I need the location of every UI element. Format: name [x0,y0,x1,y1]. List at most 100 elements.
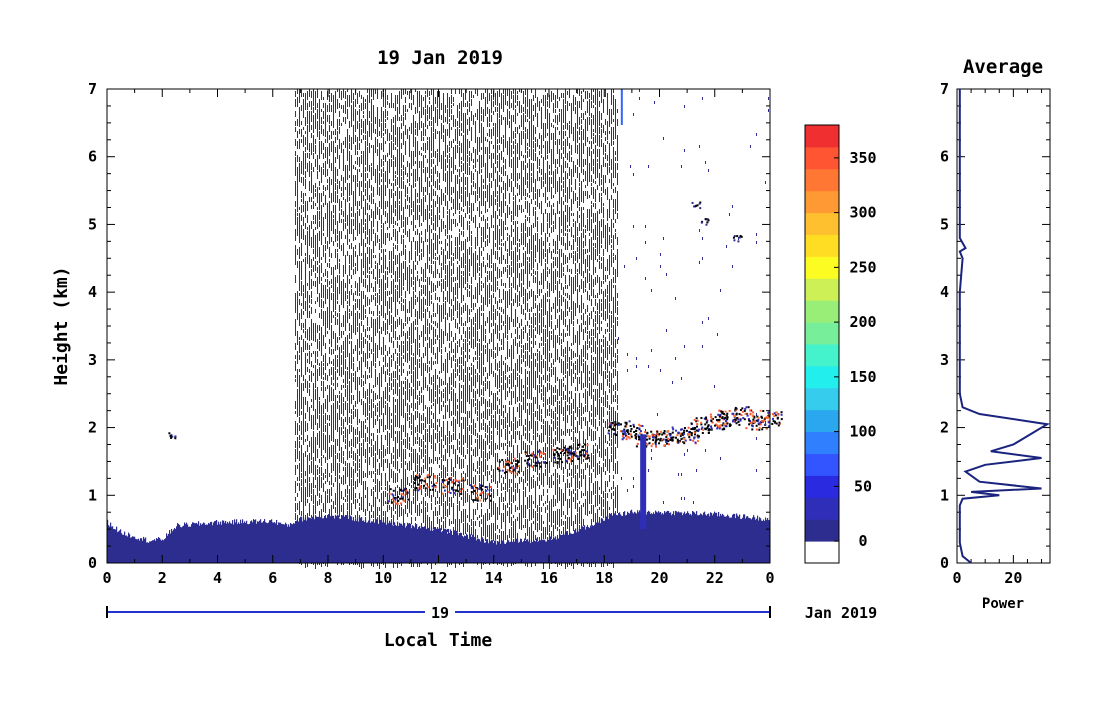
noise-pixel [389,335,390,342]
noise-pixel [347,457,348,460]
noise-pixel [393,413,394,417]
noise-pixel [351,395,352,400]
noise-pixel [417,489,418,494]
noise-pixel [343,293,344,296]
noise-pixel [329,293,330,299]
noise-pixel [395,439,396,446]
noise-pixel [303,405,304,412]
noise-pixel [379,187,380,195]
noise-pixel [317,437,318,445]
noise-pixel [403,381,404,384]
noise-pixel [399,389,400,394]
noise-pixel [371,93,372,96]
noise-pixel [347,295,348,299]
noise-pixel [313,463,314,470]
noise-pixel [379,453,380,459]
noise-pixel [365,451,366,458]
noise-pixel [343,161,344,164]
noise-pixel [371,215,372,218]
noise-pixel [407,91,408,95]
noise-pixel [355,199,356,205]
noise-pixel [391,363,392,367]
noise-pixel [345,107,346,114]
noise-pixel [399,417,400,424]
noise-pixel [319,301,320,307]
noise-pixel [343,245,344,251]
noise-pixel [411,393,412,396]
noise-pixel [345,343,346,349]
noise-pixel [409,385,410,388]
noise-pixel [411,221,412,225]
noise-pixel [299,129,300,134]
noise-pixel [331,163,332,168]
noise-pixel [315,465,316,472]
noise-pixel [413,443,414,446]
noise-pixel [299,89,300,96]
noise-pixel [373,223,374,227]
noise-pixel [323,359,324,362]
noise-pixel [323,409,324,414]
noise-pixel [349,143,350,146]
noise-pixel [413,437,414,444]
noise-pixel [299,437,300,440]
noise-pixel [391,315,392,321]
noise-pixel [301,353,302,359]
noise-pixel [375,475,376,482]
noise-pixel [321,109,322,112]
noise-pixel [349,103,350,106]
noise-pixel [373,511,374,518]
noise-pixel [395,479,396,482]
noise-pixel [341,123,342,126]
noise-pixel [397,127,398,132]
noise-pixel [301,313,302,319]
noise-pixel [415,497,416,500]
noise-pixel [309,471,310,474]
noise-pixel [401,115,402,121]
noise-pixel [401,399,402,402]
noise-pixel [315,325,316,333]
noise-pixel [345,171,346,178]
noise-pixel [351,231,352,234]
noise-pixel [403,299,404,303]
noise-pixel [391,211,392,218]
noise-pixel [405,245,406,248]
noise-pixel [313,427,314,430]
noise-pixel [343,347,344,350]
noise-pixel [381,443,382,450]
noise-pixel [319,117,320,121]
noise-pixel [361,561,362,569]
noise-pixel [331,499,332,502]
noise-pixel [307,465,308,472]
noise-pixel [393,287,394,295]
noise-pixel [367,445,368,452]
noise-pixel [335,137,336,143]
noise-pixel [345,371,346,377]
noise-pixel [313,221,314,224]
noise-pixel [303,325,304,328]
noise-pixel [333,359,334,364]
noise-pixel [395,175,396,178]
noise-pixel [375,363,376,368]
noise-pixel [369,311,370,314]
noise-pixel [385,395,386,399]
noise-pixel [333,455,334,458]
noise-pixel [375,329,376,332]
noise-pixel [343,385,344,388]
noise-pixel [327,363,328,366]
noise-pixel [405,451,406,459]
noise-pixel [313,267,314,271]
noise-pixel [321,483,322,488]
noise-pixel [315,375,316,382]
noise-pixel [413,183,414,188]
noise-pixel [317,91,318,98]
noise-pixel [325,475,326,478]
noise-pixel [411,297,412,305]
noise-pixel [297,187,298,194]
noise-pixel [333,419,334,427]
noise-pixel [409,153,410,157]
noise-pixel [381,225,382,228]
noise-pixel [335,509,336,513]
noise-pixel [315,95,316,103]
noise-pixel [353,133,354,141]
noise-pixel [367,197,368,200]
